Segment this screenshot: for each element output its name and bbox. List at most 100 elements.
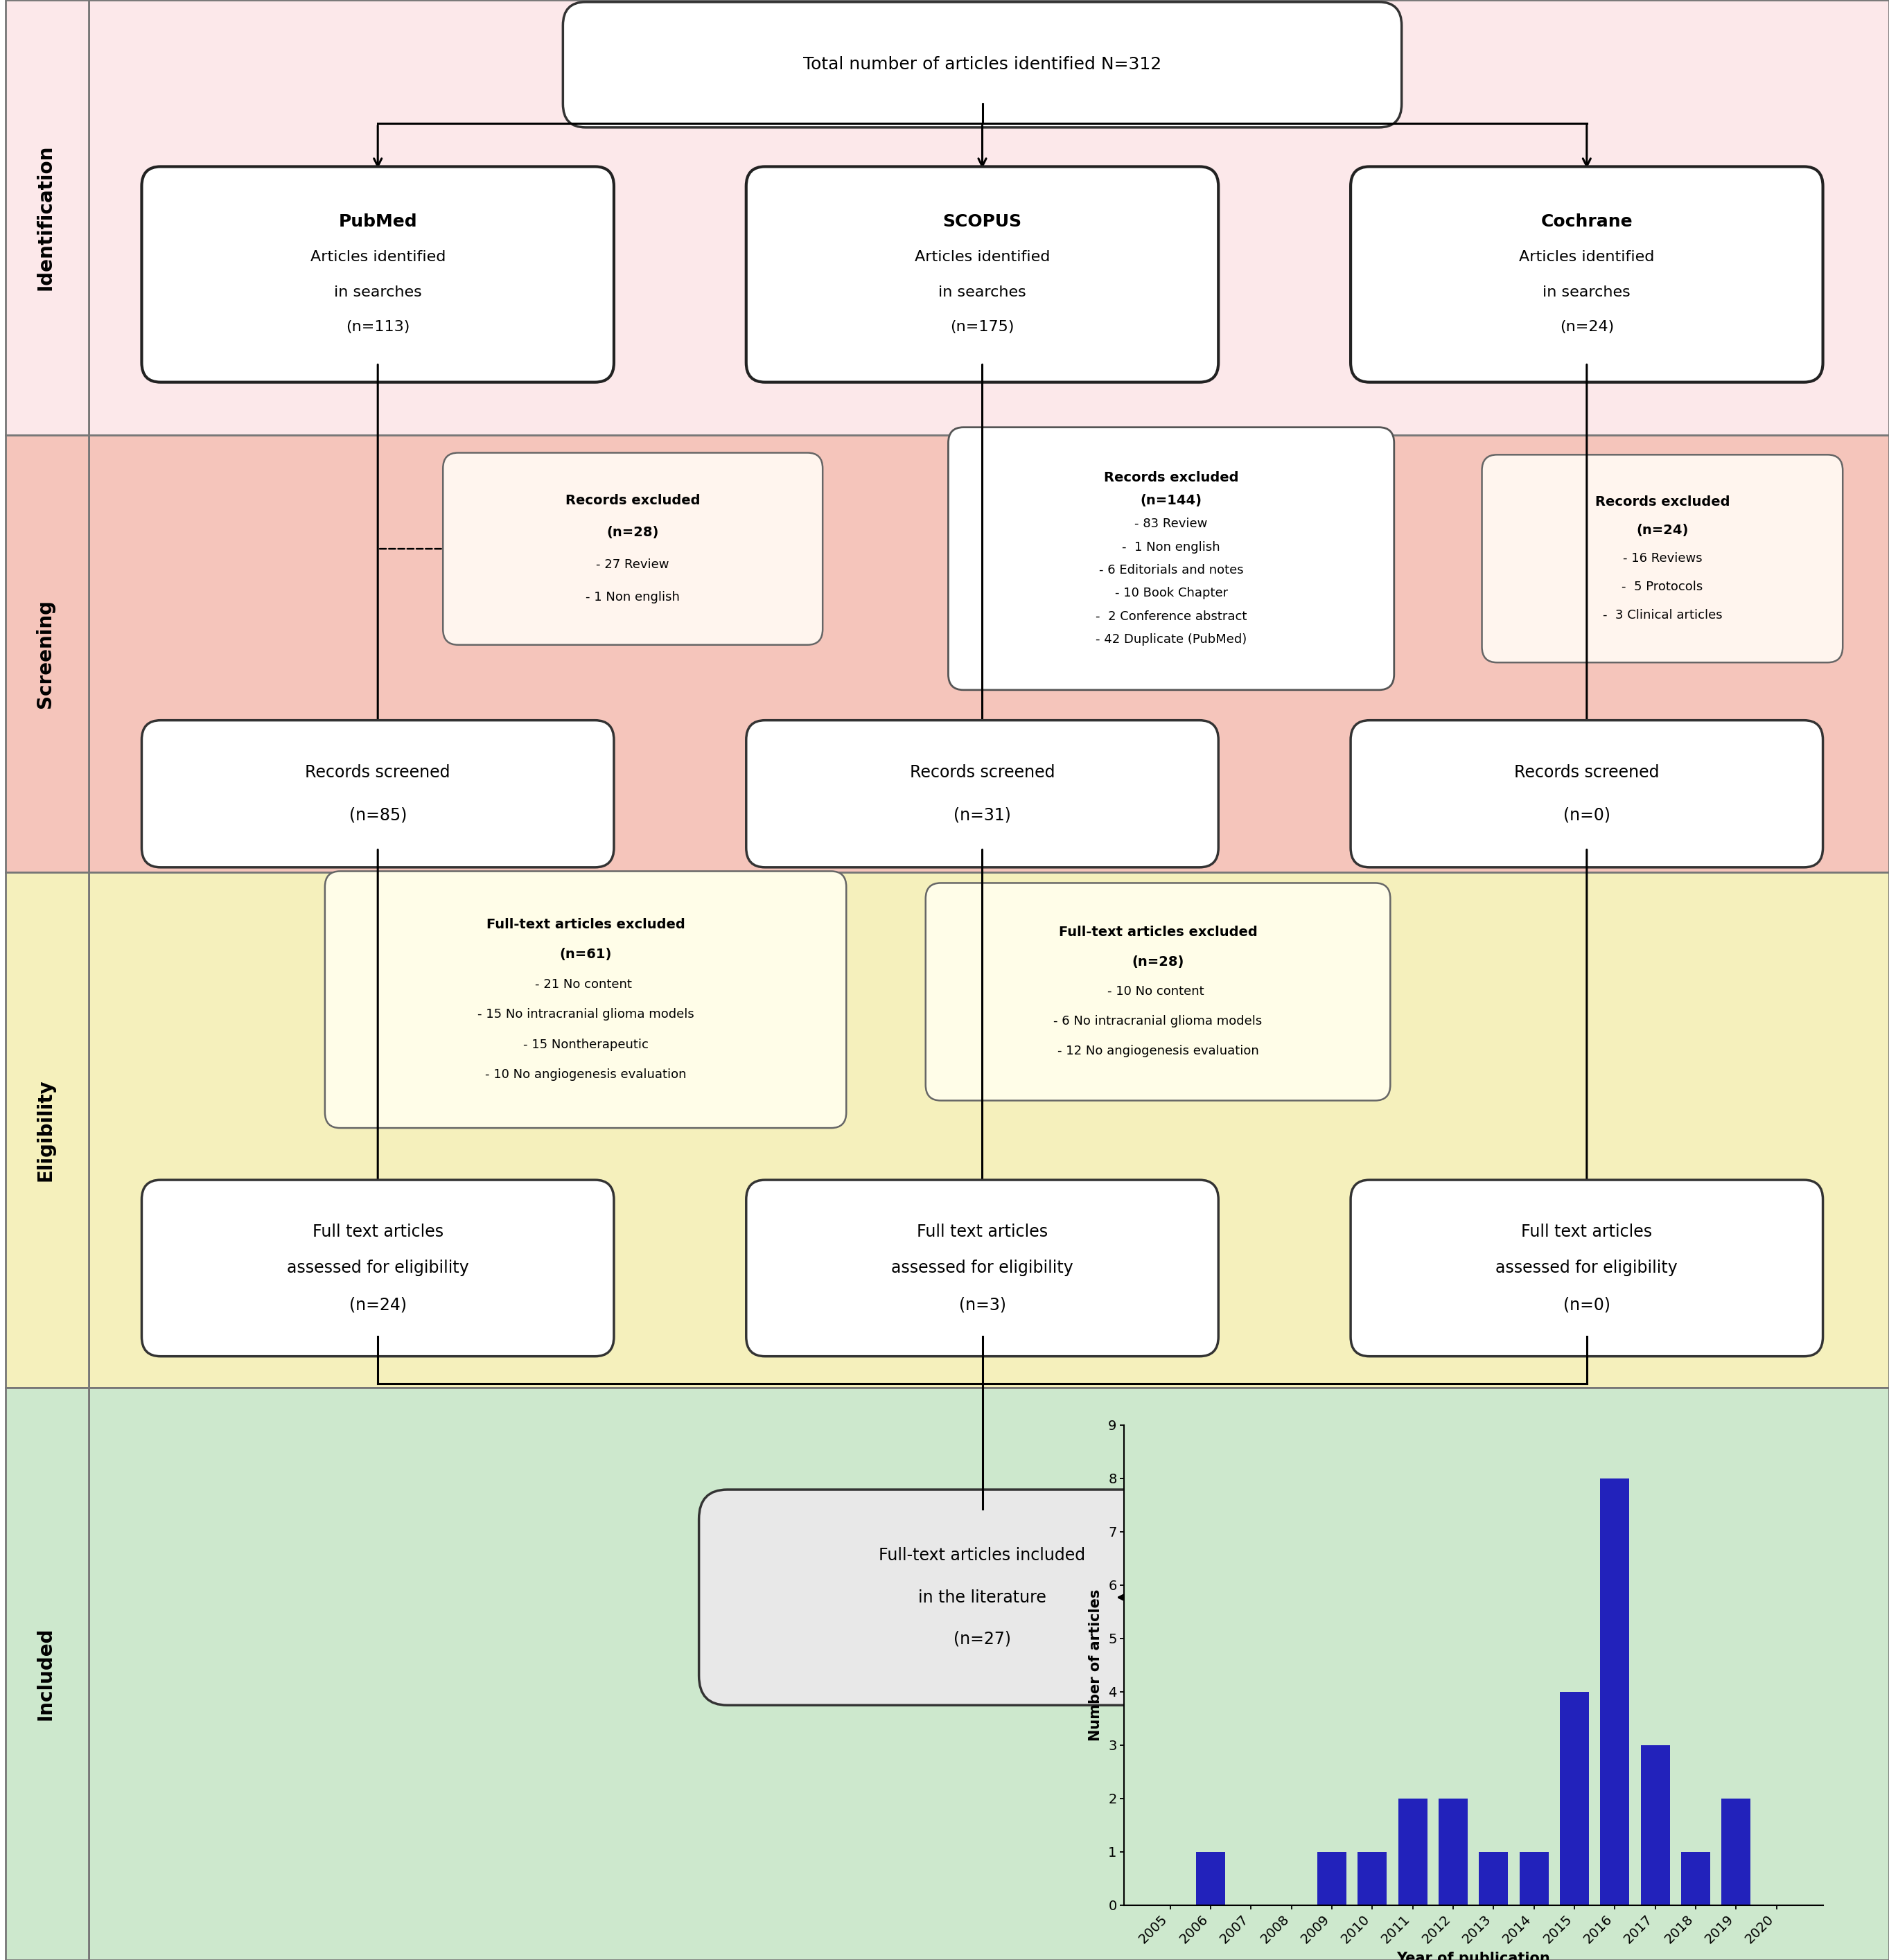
FancyBboxPatch shape — [926, 882, 1390, 1102]
Text: - 15 No intracranial glioma models: - 15 No intracranial glioma models — [478, 1007, 693, 1021]
Text: - 12 No angiogenesis evaluation: - 12 No angiogenesis evaluation — [1058, 1045, 1258, 1058]
Text: (n=28): (n=28) — [606, 525, 659, 539]
Text: (n=24): (n=24) — [1636, 523, 1689, 537]
Text: - 10 No content: - 10 No content — [1107, 986, 1209, 998]
Text: Screening: Screening — [36, 600, 55, 708]
Text: in searches: in searches — [334, 284, 421, 300]
Text: assessed for eligibility: assessed for eligibility — [287, 1260, 468, 1276]
Bar — [1642, 1744, 1670, 1905]
Text: Articles identified: Articles identified — [914, 249, 1050, 265]
Text: Full-text articles included: Full-text articles included — [878, 1546, 1086, 1564]
Text: in searches: in searches — [939, 284, 1026, 300]
FancyBboxPatch shape — [746, 719, 1218, 866]
Bar — [1479, 1852, 1507, 1905]
Text: (n=175): (n=175) — [950, 319, 1014, 335]
FancyBboxPatch shape — [1351, 719, 1823, 866]
Text: Identification: Identification — [36, 145, 55, 290]
Text: Full text articles: Full text articles — [916, 1223, 1048, 1241]
Text: (n=24): (n=24) — [349, 1296, 406, 1313]
Text: (n=27): (n=27) — [954, 1631, 1011, 1648]
Text: - 16 Reviews: - 16 Reviews — [1623, 553, 1702, 564]
Text: Records screened: Records screened — [306, 764, 450, 780]
FancyBboxPatch shape — [699, 1490, 1266, 1705]
Text: Full text articles: Full text articles — [1521, 1223, 1653, 1241]
Text: PubMed: PubMed — [338, 214, 417, 229]
Y-axis label: Number of articles: Number of articles — [1088, 1590, 1103, 1740]
Bar — [1196, 1852, 1226, 1905]
Text: Articles identified: Articles identified — [310, 249, 446, 265]
FancyBboxPatch shape — [142, 1180, 614, 1356]
Text: - 15 Nontherapeutic: - 15 Nontherapeutic — [523, 1039, 648, 1051]
Text: assessed for eligibility: assessed for eligibility — [1496, 1260, 1677, 1276]
Text: in the literature: in the literature — [918, 1590, 1047, 1605]
FancyBboxPatch shape — [142, 719, 614, 866]
Text: Eligibility: Eligibility — [36, 1078, 55, 1182]
Bar — [89, 435, 1889, 872]
X-axis label: Year of publication: Year of publication — [1396, 1952, 1551, 1960]
Bar — [6, 435, 89, 872]
Text: (n=85): (n=85) — [349, 808, 406, 823]
FancyBboxPatch shape — [746, 1180, 1218, 1356]
Text: Records excluded: Records excluded — [1103, 470, 1239, 484]
Bar — [6, 0, 89, 435]
Text: (n=113): (n=113) — [346, 319, 410, 335]
Text: -  5 Protocols: - 5 Protocols — [1621, 580, 1704, 594]
Text: - 1 Non english: - 1 Non english — [586, 590, 680, 604]
FancyBboxPatch shape — [563, 2, 1402, 127]
Bar — [1439, 1799, 1468, 1905]
Text: - 21 No content: - 21 No content — [535, 978, 637, 992]
Text: (n=24): (n=24) — [1560, 319, 1613, 335]
FancyBboxPatch shape — [1483, 455, 1844, 662]
Bar — [1398, 1799, 1428, 1905]
Bar — [6, 1388, 89, 1960]
Bar — [89, 0, 1889, 435]
Bar — [1519, 1852, 1549, 1905]
Text: (n=28): (n=28) — [1132, 955, 1184, 968]
Text: Articles identified: Articles identified — [1519, 249, 1655, 265]
Text: (n=144): (n=144) — [1141, 494, 1201, 508]
Text: Full-text articles excluded: Full-text articles excluded — [1058, 925, 1258, 939]
Bar — [1721, 1799, 1751, 1905]
FancyBboxPatch shape — [325, 870, 846, 1129]
FancyBboxPatch shape — [1351, 1180, 1823, 1356]
Text: (n=0): (n=0) — [1564, 1296, 1609, 1313]
Text: Full-text articles excluded: Full-text articles excluded — [485, 917, 686, 931]
Text: - 6 No intracranial glioma models: - 6 No intracranial glioma models — [1054, 1015, 1262, 1027]
Text: (n=3): (n=3) — [960, 1296, 1005, 1313]
Bar — [1560, 1691, 1589, 1905]
Text: -  2 Conference abstract: - 2 Conference abstract — [1096, 610, 1247, 623]
FancyBboxPatch shape — [142, 167, 614, 382]
Text: Included: Included — [36, 1627, 55, 1721]
Text: - 42 Duplicate (PubMed): - 42 Duplicate (PubMed) — [1096, 633, 1247, 645]
FancyBboxPatch shape — [948, 427, 1394, 690]
Text: - 27 Review: - 27 Review — [597, 559, 669, 570]
Bar — [1681, 1852, 1710, 1905]
Text: Full text articles: Full text articles — [312, 1223, 444, 1241]
Text: (n=0): (n=0) — [1564, 808, 1609, 823]
Text: Records excluded: Records excluded — [565, 494, 701, 508]
Text: -  1 Non english: - 1 Non english — [1122, 541, 1220, 553]
Text: Records excluded: Records excluded — [1594, 496, 1730, 510]
FancyBboxPatch shape — [444, 453, 824, 645]
Text: -  3 Clinical articles: - 3 Clinical articles — [1602, 610, 1723, 621]
Text: Cochrane: Cochrane — [1541, 214, 1632, 229]
Text: Records screened: Records screened — [1515, 764, 1659, 780]
Bar — [6, 872, 89, 1388]
Bar — [89, 872, 1889, 1388]
Bar — [1317, 1852, 1347, 1905]
Text: assessed for eligibility: assessed for eligibility — [892, 1260, 1073, 1276]
Text: (n=61): (n=61) — [559, 949, 612, 960]
Text: (n=31): (n=31) — [954, 808, 1011, 823]
Bar — [1600, 1478, 1630, 1905]
Text: - 10 No angiogenesis evaluation: - 10 No angiogenesis evaluation — [485, 1068, 686, 1082]
FancyBboxPatch shape — [746, 167, 1218, 382]
Text: - 10 Book Chapter: - 10 Book Chapter — [1115, 588, 1228, 600]
Text: - 83 Review: - 83 Review — [1135, 517, 1207, 529]
Text: in searches: in searches — [1543, 284, 1630, 300]
Text: - 6 Editorials and notes: - 6 Editorials and notes — [1099, 564, 1243, 576]
Text: Records screened: Records screened — [910, 764, 1054, 780]
Text: SCOPUS: SCOPUS — [943, 214, 1022, 229]
Text: Total number of articles identified N=312: Total number of articles identified N=31… — [803, 57, 1162, 73]
Bar — [89, 1388, 1889, 1960]
Bar — [1358, 1852, 1387, 1905]
